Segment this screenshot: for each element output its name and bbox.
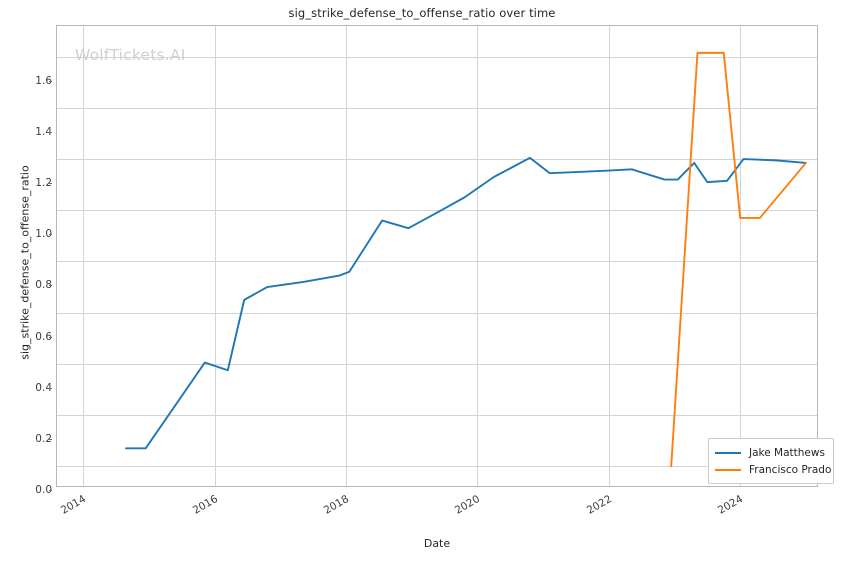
y-tick-mark [49,80,52,82]
legend-color-swatch [715,468,741,471]
y-tick-label: 0.0 [35,484,52,497]
y-tick-mark [49,336,52,338]
x-tick-label: 2018 [321,493,352,517]
plot-area: WolfTickets.AI [56,25,818,487]
legend-item[interactable]: Jake Matthews [715,444,827,461]
gridline-vertical [346,26,348,486]
x-tick-label: 2014 [59,493,89,517]
y-tick-mark [49,131,52,133]
gridline-horizontal [57,261,817,263]
gridline-horizontal [57,56,817,58]
chart-title: sig_strike_defense_to_offense_ratio over… [288,6,556,20]
y-axis-ticks: 0.0 0.2 0.4 0.6 0.8 1.0 1.2 1.4 1.6 [0,25,52,496]
legend-label: Jake Matthews [749,446,825,459]
y-tick-label: 0.4 [35,381,52,394]
y-tick-label: 1.4 [35,125,52,138]
x-axis-label: Date [423,537,451,550]
y-tick-label: 0.8 [35,279,52,292]
legend-label: Francisco Prado [749,463,832,476]
gridline-vertical [83,26,85,486]
gridline-vertical [214,26,216,486]
y-tick-label: 0.2 [35,433,52,446]
x-tick-label: 2022 [584,493,614,517]
x-tick-label: 2020 [453,493,483,517]
y-tick-mark [49,183,52,185]
watermark: WolfTickets.AI [75,46,186,64]
gridline-horizontal [57,159,817,161]
series-line [670,51,807,468]
x-axis-ticks: 2014 2016 2018 2020 2022 2024 [56,487,818,537]
legend-color-swatch [715,451,741,454]
gridline-horizontal [57,466,817,468]
gridline-horizontal [57,210,817,212]
series-lines [125,51,807,468]
gridline-horizontal [57,107,817,109]
gridline-vertical [740,26,742,486]
x-tick-label: 2024 [716,493,746,517]
y-tick-label: 1.6 [35,74,52,87]
series-line [125,156,807,450]
y-tick-label: 1.2 [35,177,52,190]
gridline-horizontal [57,312,817,314]
gridline-vertical [477,26,479,486]
y-tick-mark [49,439,52,441]
y-tick-mark [49,387,52,389]
y-tick-label: 1.0 [35,228,52,241]
gridline-vertical [608,26,610,486]
x-tick-label: 2016 [190,493,220,517]
gridline-horizontal [57,363,817,365]
gridline-horizontal [57,415,817,417]
chart-legend[interactable]: Jake Matthews Francisco Prado [708,438,834,484]
y-tick-label: 0.6 [35,330,52,343]
y-tick-mark [49,490,52,492]
y-tick-mark [49,234,52,236]
y-tick-mark [49,285,52,287]
legend-item[interactable]: Francisco Prado [715,461,831,478]
